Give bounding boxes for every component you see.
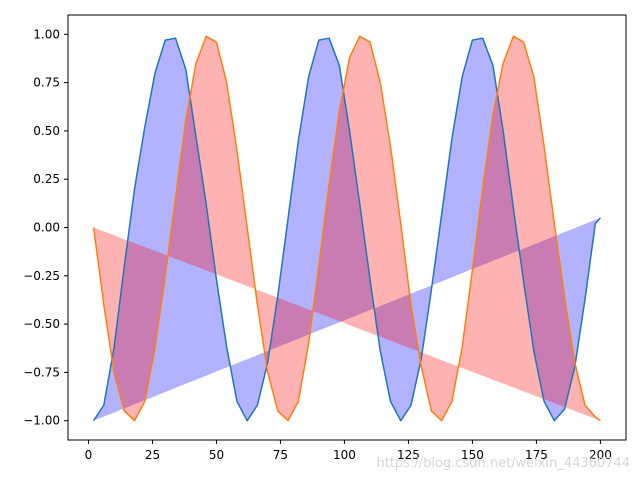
y-tick-label: 0.75: [33, 76, 60, 90]
fill-layer: [93, 36, 601, 421]
series-line-0: [92, 37, 601, 422]
watermark: https://blog.csdn.net/weixin_44360744: [376, 456, 630, 471]
x-tick-label: 125: [397, 448, 420, 462]
line-layer: [92, 35, 601, 422]
x-tick-label: 50: [209, 448, 224, 462]
y-tick-label: −0.75: [23, 365, 60, 379]
y-tick-label: 1.00: [33, 27, 60, 41]
y-tick-label: −1.00: [23, 414, 60, 428]
y-axis: 1.00 0.75 0.50 0.25 0.00 −0.25 −0.50 −0.75 −1.00: [23, 27, 68, 428]
series-line-1: [92, 35, 601, 422]
y-tick-label: −0.25: [23, 269, 60, 283]
y-tick-label: −0.50: [23, 317, 60, 331]
x-tick-label: 25: [145, 448, 160, 462]
y-tick-label: 0.50: [33, 124, 60, 138]
x-axis: 0 25 50 75 100 125 150 175 200: [85, 440, 612, 462]
fill-area-1: [93, 36, 601, 421]
x-tick-label: 0: [85, 448, 93, 462]
x-tick-label: 150: [461, 448, 484, 462]
x-tick-label: 200: [589, 448, 612, 462]
fill-area-0: [93, 38, 601, 421]
x-tick-label: 100: [333, 448, 356, 462]
y-tick-label: 0.00: [33, 221, 60, 235]
x-tick-label: 175: [525, 448, 548, 462]
x-tick-label: 75: [273, 448, 288, 462]
y-tick-label: 0.25: [33, 172, 60, 186]
